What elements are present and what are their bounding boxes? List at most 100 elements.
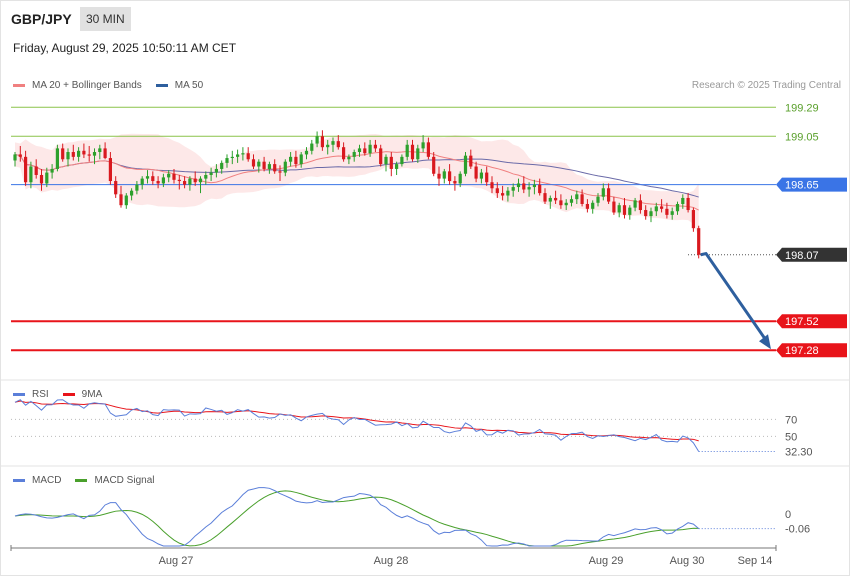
candle-body [395, 164, 399, 169]
candle-body [601, 188, 605, 197]
candle-body [522, 183, 526, 190]
candle-body [246, 153, 250, 160]
resistance-level-label: 199.05 [785, 131, 819, 143]
candle-body [103, 148, 107, 159]
candle-body [214, 168, 218, 173]
legend-macd-label: MACD [32, 475, 62, 486]
candle-body [675, 203, 680, 212]
candle-body [479, 172, 483, 179]
candle-body [87, 154, 91, 156]
candle-body [18, 154, 22, 157]
candle-body [506, 190, 510, 196]
candle-body [681, 197, 685, 204]
candle-body [421, 142, 425, 149]
candle-body [331, 141, 335, 145]
candle-body [448, 171, 452, 182]
candle-body [50, 168, 54, 173]
rsi-line [14, 399, 700, 452]
candle-body [363, 148, 367, 154]
candle-body [490, 182, 494, 189]
candle-body [188, 178, 192, 185]
candle-body [278, 171, 282, 173]
candle-body [357, 148, 362, 153]
candle-body [654, 206, 658, 212]
candle-body [257, 161, 261, 167]
candle-body [410, 144, 415, 160]
candle-body [267, 164, 271, 169]
support-level-label: 197.28 [785, 345, 819, 357]
candle-body [236, 154, 240, 157]
candle-body [273, 164, 277, 172]
candle-body [596, 196, 600, 203]
candle-body [554, 197, 558, 201]
candle-body [193, 178, 197, 183]
candle-body [342, 147, 346, 160]
candle-body [24, 156, 28, 183]
candle-body [511, 187, 515, 191]
candle-body [66, 152, 70, 160]
timeframe-badge[interactable]: 30 MIN [80, 7, 131, 31]
candle-body [368, 144, 372, 154]
time-axis-label: Aug 28 [374, 555, 409, 567]
candle-body [220, 162, 224, 169]
macd-legend: MACD MACD Signal [11, 475, 166, 486]
candle-body [437, 173, 441, 179]
candle-body [262, 161, 266, 169]
candle-body [289, 156, 293, 162]
candle-body [569, 199, 574, 203]
resistance-level-label: 199.29 [785, 102, 819, 114]
candle-body [426, 142, 430, 157]
legend-ma20-bb: MA 20 + Bollinger Bands [11, 80, 142, 91]
candle-body [442, 171, 446, 179]
pivot-level-tag [776, 177, 847, 192]
candle-body [559, 200, 563, 206]
support-level-tag [776, 314, 847, 329]
candle-body [241, 153, 245, 155]
candle-body [315, 136, 319, 144]
candle-body [665, 208, 669, 215]
candle-body [384, 156, 388, 165]
rsi-ma-swatch [62, 393, 75, 396]
macd-swatch [13, 479, 25, 482]
candle-body [347, 156, 351, 160]
legend-macd-signal: MACD Signal [73, 475, 154, 486]
candle-body [469, 155, 473, 167]
candle-body [283, 161, 287, 173]
rsi-level-label: 70 [785, 414, 797, 426]
rsi-level-label: 50 [785, 431, 797, 443]
candle-body [543, 193, 547, 202]
candle-body [124, 195, 128, 206]
candle-body [686, 197, 690, 211]
candle-body [45, 172, 49, 184]
candle-body [304, 150, 309, 155]
candle-body [633, 200, 637, 208]
candle-body [92, 152, 97, 156]
candle-body [156, 181, 160, 184]
candle-body [458, 173, 462, 184]
candle-body [580, 194, 584, 204]
candle-body [39, 174, 44, 184]
candle-body [649, 211, 653, 217]
candle-body [310, 143, 314, 151]
candle-body [135, 184, 139, 191]
support-level-tag [776, 343, 847, 358]
legend-ma50-label: MA 50 [174, 80, 204, 91]
datetime-label: Friday, August 29, 2025 10:50:11 AM CET [13, 41, 237, 55]
time-axis-label: Sep 14 [738, 555, 773, 567]
time-axis-label: Aug 30 [670, 555, 705, 567]
candle-body [183, 181, 187, 185]
candle-body [225, 158, 229, 163]
candle-body [670, 211, 674, 215]
candle-body [691, 210, 695, 229]
candle-body [644, 210, 648, 217]
legend-macd-signal-label: MACD Signal [94, 475, 155, 486]
candle-body [167, 173, 171, 178]
candle-body [495, 188, 499, 194]
candle-body [538, 184, 542, 194]
candle-body [130, 190, 134, 196]
candle-body [204, 174, 208, 179]
candle-body [172, 173, 176, 180]
candle-body [119, 194, 123, 206]
candle-body [389, 156, 393, 169]
